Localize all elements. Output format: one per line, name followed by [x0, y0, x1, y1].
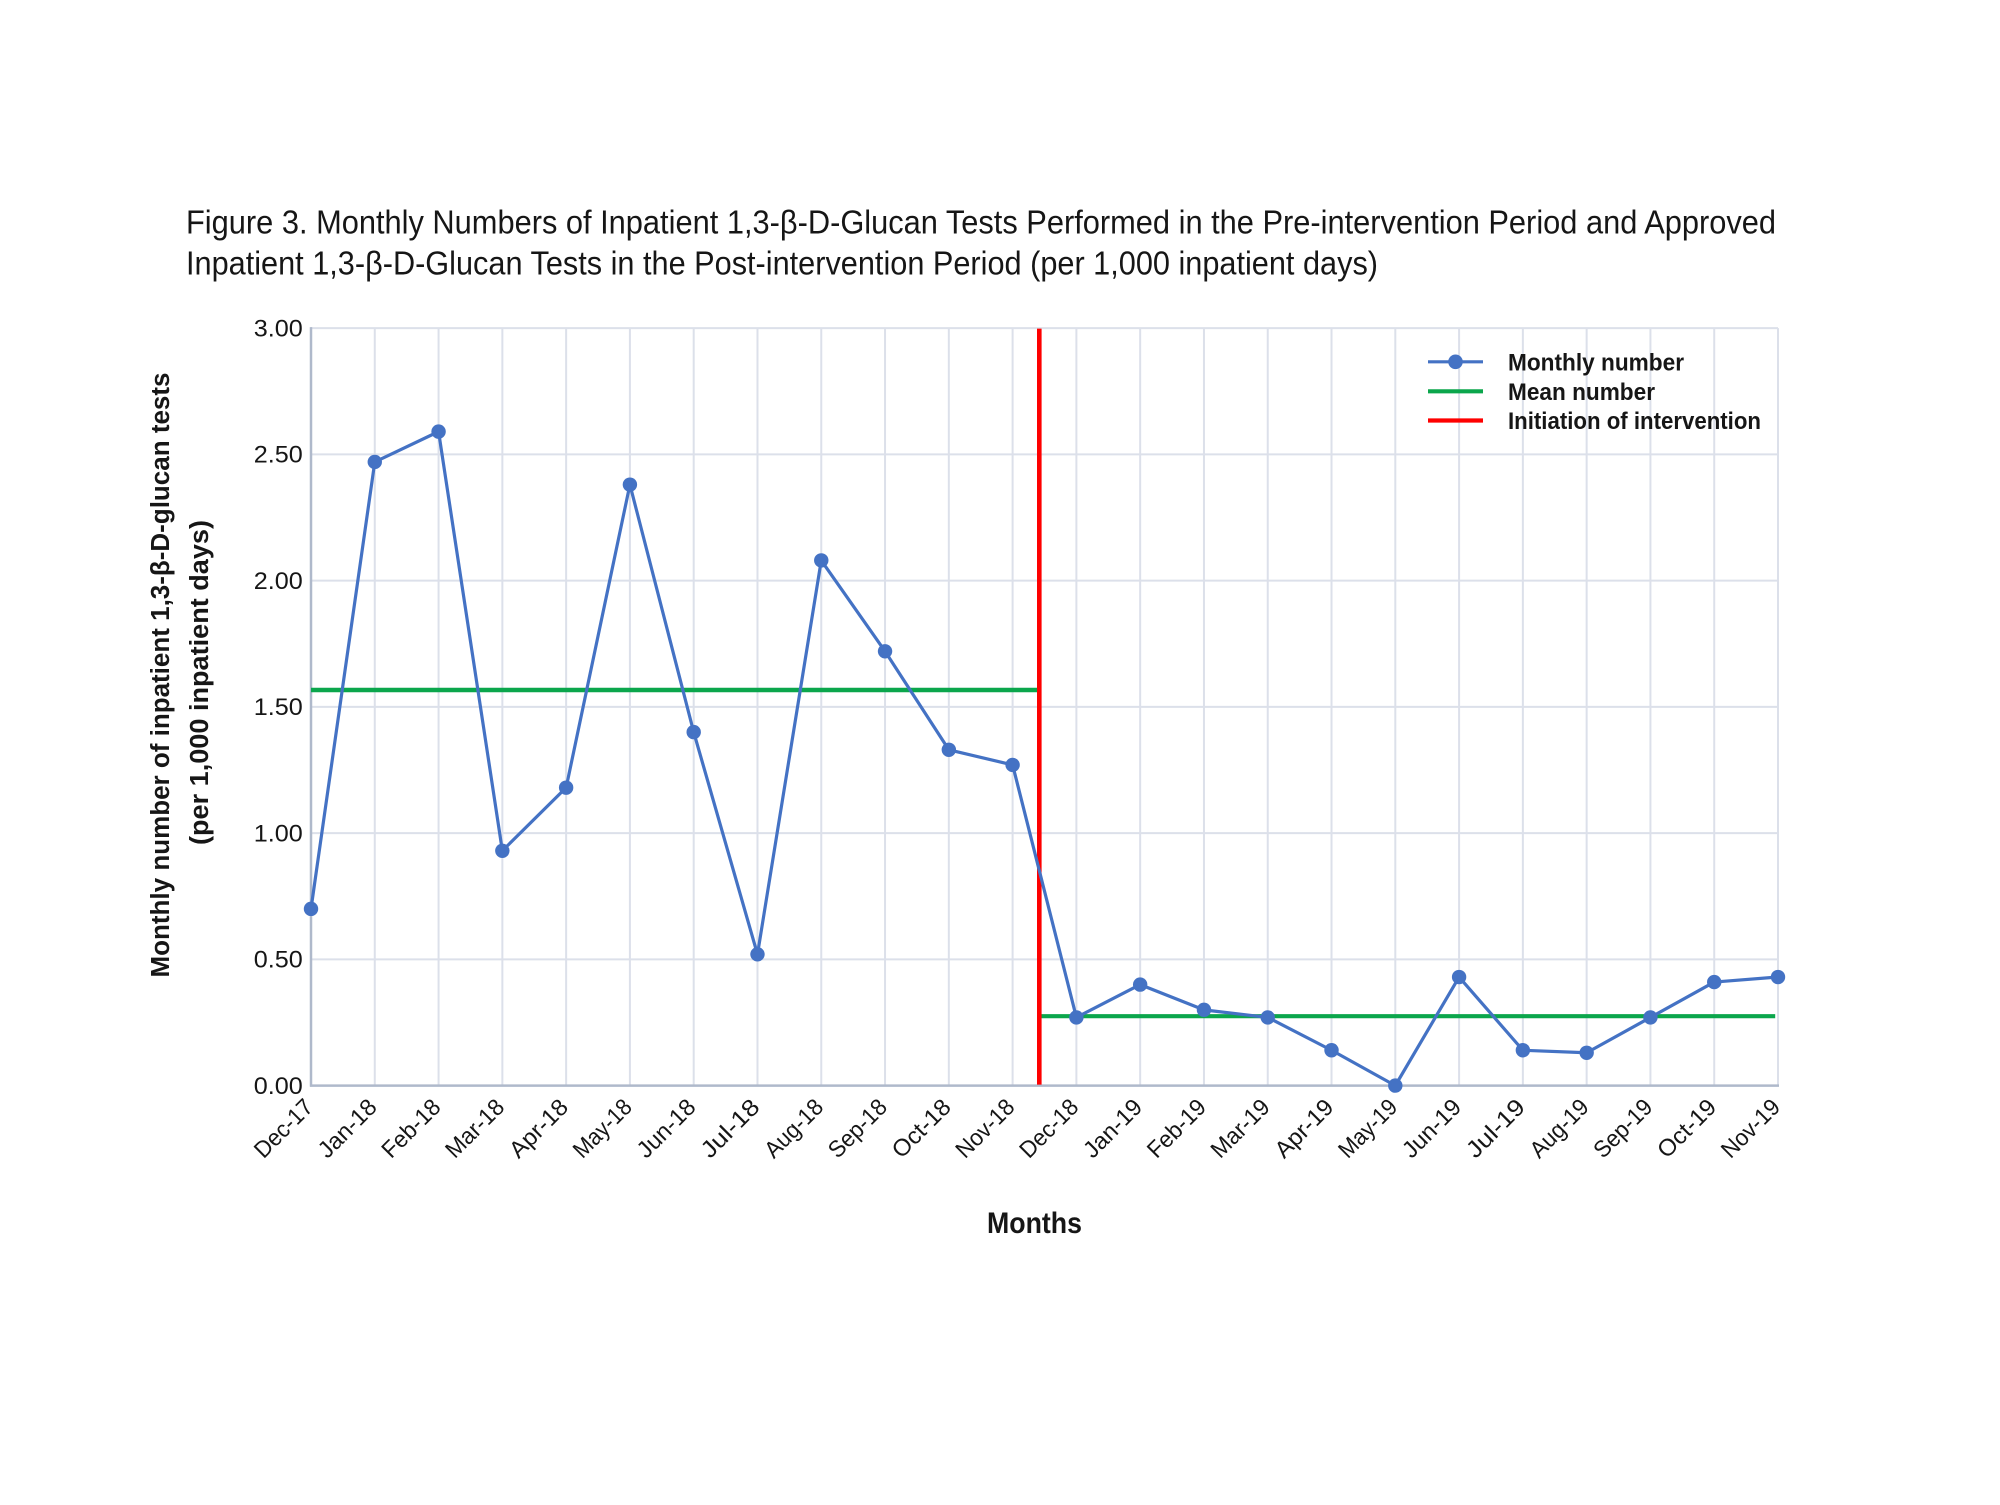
svg-text:1.00: 1.00	[254, 820, 303, 847]
svg-text:Months: Months	[987, 1207, 1082, 1240]
svg-text:2.00: 2.00	[254, 568, 303, 595]
svg-text:2.50: 2.50	[254, 442, 303, 469]
svg-text:Initiation of intervention: Initiation of intervention	[1508, 408, 1761, 435]
svg-text:Inpatient 1,3-β-D-Glucan Tests: Inpatient 1,3-β-D-Glucan Tests in the Po…	[186, 245, 1378, 282]
svg-text:0.00: 0.00	[254, 1073, 303, 1100]
svg-text:0.50: 0.50	[254, 947, 303, 974]
svg-text:3.00: 3.00	[254, 315, 303, 342]
svg-text:1.50: 1.50	[254, 694, 303, 721]
svg-text:Figure 3. Monthly Numbers of I: Figure 3. Monthly Numbers of Inpatient 1…	[186, 203, 1776, 240]
svg-text:Monthly number of inpatient 1: Monthly number of inpatient 1,3-β-D-gluc…	[147, 373, 175, 978]
svg-text:Mean number: Mean number	[1508, 379, 1655, 406]
svg-text:(per 1,000 inpatient days): (per 1,000 inpatient days)	[186, 520, 214, 845]
svg-text:Monthly number: Monthly number	[1508, 349, 1684, 376]
